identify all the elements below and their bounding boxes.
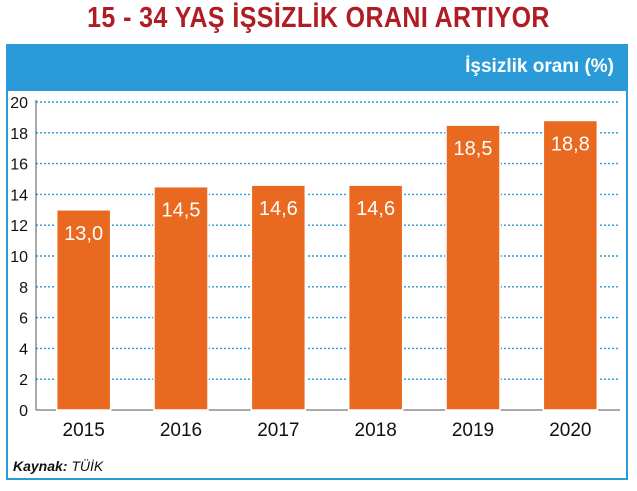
source-value: TÜİK [71, 458, 104, 474]
y-tick-label: 10 [10, 249, 28, 266]
bar-value-label: 14,6 [259, 198, 298, 220]
y-tick-label: 16 [10, 157, 28, 174]
bar-value-label: 18,5 [454, 138, 493, 160]
bar [542, 119, 599, 411]
y-tick-label: 18 [10, 126, 28, 143]
y-tick-label: 6 [19, 311, 28, 328]
x-tick-label: 2019 [452, 420, 494, 441]
y-tick-label: 12 [10, 218, 28, 235]
bar-value-label: 18,8 [551, 133, 590, 155]
bar [250, 184, 307, 411]
y-unit-label: İşsizlik oranı (%) [465, 56, 614, 77]
chart-title: 15 - 34 YAŞ İŞSİZLİK ORANI ARTIYOR [87, 2, 550, 34]
x-tick-label: 2017 [257, 420, 299, 441]
x-tick-label: 2015 [63, 420, 105, 441]
x-tick-label: 2016 [160, 420, 202, 441]
bar [445, 124, 501, 411]
bar-value-label: 13,0 [64, 223, 103, 245]
y-tick-label: 20 [10, 95, 28, 112]
source-note: Kaynak: TÜİK [13, 458, 103, 474]
y-tick-label: 14 [10, 187, 28, 204]
x-tick-label: 2018 [355, 420, 397, 441]
bar [347, 184, 404, 411]
y-tick-label: 2 [19, 372, 28, 389]
y-tick-label: 4 [19, 341, 28, 358]
bar [153, 185, 209, 411]
x-tick-label: 2020 [549, 420, 591, 441]
bar [55, 209, 112, 411]
header-bar: İşsizlik oranı (%) [8, 46, 626, 91]
source-label: Kaynak: [13, 458, 68, 474]
y-tick-label: 0 [19, 403, 28, 420]
y-tick-label: 8 [19, 280, 28, 297]
bar-value-label: 14,5 [162, 200, 201, 222]
bar-value-label: 14,6 [356, 198, 395, 220]
